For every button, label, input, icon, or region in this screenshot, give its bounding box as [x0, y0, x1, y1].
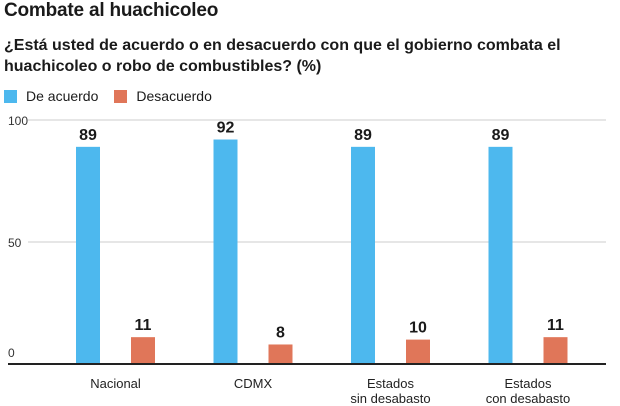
x-tick-label: con desabasto: [486, 391, 571, 406]
bar-acuerdo: [351, 146, 375, 364]
x-tick-label: Nacional: [90, 376, 141, 391]
y-tick-label: 100: [8, 114, 28, 128]
x-tick-label: Estados: [367, 376, 414, 391]
legend-item-desacuerdo: Desacuerdo: [114, 88, 212, 104]
bar-desacuerdo: [131, 337, 155, 364]
chart-title: Combate al huachicoleo: [4, 0, 219, 21]
bar-desacuerdo: [406, 339, 430, 364]
bar-desacuerdo: [268, 344, 293, 364]
data-label: 92: [217, 120, 235, 137]
data-label: 8: [276, 324, 285, 341]
data-label: 89: [492, 127, 510, 144]
y-tick-label: 0: [8, 346, 15, 360]
bar-desacuerdo: [543, 337, 568, 364]
y-tick-label: 50: [8, 236, 22, 250]
chart-subtitle: ¿Está usted de acuerdo o en desacuerdo c…: [4, 37, 561, 75]
bar-acuerdo: [76, 146, 100, 364]
data-label: 11: [135, 317, 152, 334]
legend-swatch-acuerdo: [4, 89, 17, 103]
legend-label-acuerdo: De acuerdo: [26, 88, 99, 104]
legend-item-acuerdo: De acuerdo: [4, 88, 98, 104]
data-label: 11: [547, 317, 564, 334]
data-label: 89: [79, 127, 97, 144]
bar-acuerdo: [488, 146, 513, 364]
x-tick-label: Estados: [505, 376, 552, 391]
bar-acuerdo: [213, 139, 238, 364]
legend-label-desacuerdo: Desacuerdo: [136, 88, 212, 104]
x-tick-label: sin desabasto: [350, 391, 430, 406]
data-label: 89: [354, 127, 372, 144]
data-label: 10: [409, 320, 427, 337]
x-tick-label: CDMX: [234, 376, 273, 391]
legend: De acuerdo Desacuerdo: [4, 88, 228, 104]
legend-swatch-desacuerdo: [114, 89, 128, 103]
